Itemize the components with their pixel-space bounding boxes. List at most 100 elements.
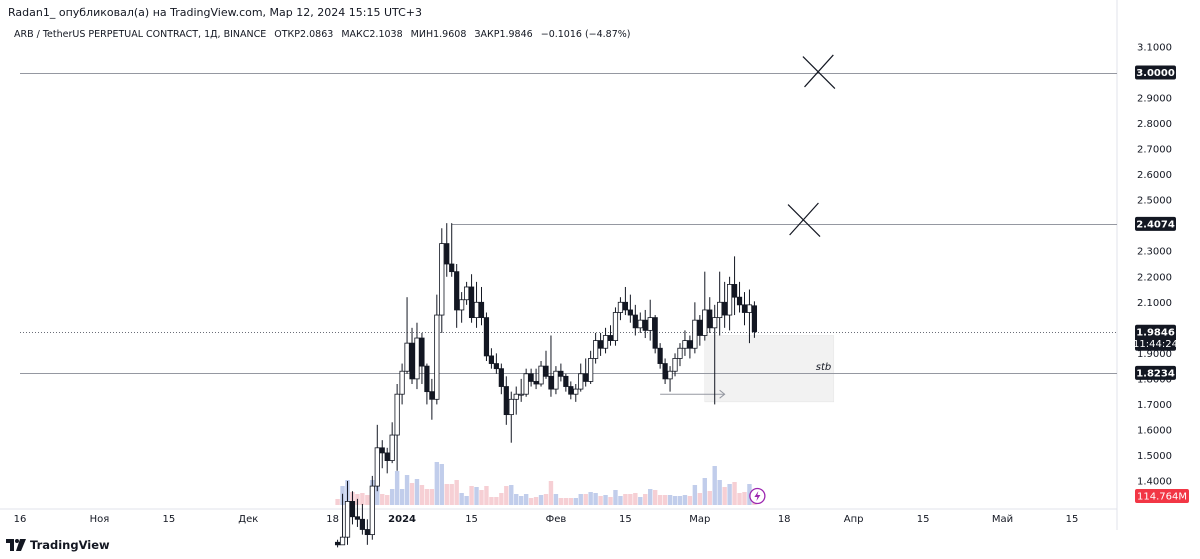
volume-bar xyxy=(409,483,415,505)
candle-body xyxy=(702,309,708,336)
volume-bar xyxy=(538,495,544,505)
y-tick-label: 2.5000 xyxy=(1137,196,1172,207)
volume-bar xyxy=(380,494,385,505)
volume-bar xyxy=(667,495,673,505)
candle-body xyxy=(593,340,599,359)
candle xyxy=(612,307,619,346)
candle xyxy=(717,271,723,336)
symbol-title[interactable]: ARB / TetherUS PERPETUAL CONTRACT, 1Д, B… xyxy=(14,29,267,40)
candle-body xyxy=(736,296,743,306)
x-tick-label: 18 xyxy=(326,514,339,525)
candle-body xyxy=(687,340,693,349)
x-tick-label: 15 xyxy=(619,514,632,525)
candle-body xyxy=(394,393,400,436)
candle xyxy=(622,286,628,316)
candle-body xyxy=(746,304,753,313)
volume-bar xyxy=(593,493,598,505)
candle-body xyxy=(642,319,648,331)
candle xyxy=(662,358,668,384)
candle-body xyxy=(354,516,361,520)
price-label-2-4074-bg xyxy=(1135,216,1176,231)
volume-label: 114.764M xyxy=(1137,492,1187,503)
volume-bar xyxy=(419,485,425,505)
candle xyxy=(602,327,609,354)
candle-body xyxy=(384,452,390,461)
volume-bar xyxy=(528,498,534,505)
legend-change: −0.1016 (−4.87%) xyxy=(540,29,631,40)
x-tick-label: Апр xyxy=(844,514,864,525)
candle xyxy=(498,363,504,395)
candle xyxy=(493,353,499,374)
candle-body xyxy=(389,434,395,461)
candle xyxy=(736,281,743,313)
volume-bar xyxy=(484,486,489,505)
candle xyxy=(657,343,663,369)
candle xyxy=(553,366,559,395)
candle xyxy=(439,228,445,333)
volume-bar xyxy=(682,495,688,505)
candle-body xyxy=(533,381,539,385)
volume-bar xyxy=(702,478,707,505)
publish-header: Radan1_ опубликовал(а) на TradingView.co… xyxy=(8,6,422,19)
candle xyxy=(369,475,375,540)
lightning-bolt-icon xyxy=(754,491,761,501)
candle xyxy=(563,373,569,392)
y-tick-label: 3.1000 xyxy=(1137,43,1172,54)
candle xyxy=(597,332,604,356)
tradingview-logo[interactable]: TradingView xyxy=(6,536,110,554)
candle-body xyxy=(488,355,495,364)
candle xyxy=(538,361,544,387)
candle xyxy=(468,274,475,323)
volume-bar xyxy=(657,495,663,505)
cross-mark-0 xyxy=(802,54,836,89)
volume-bar xyxy=(633,493,638,505)
volume-bar xyxy=(335,499,340,505)
last-price-label: 1.9846 xyxy=(1136,327,1175,338)
candle-body xyxy=(404,342,410,372)
volume-bar xyxy=(489,497,494,505)
candle-body xyxy=(399,370,405,395)
candle-body xyxy=(339,536,346,546)
volume-bar xyxy=(628,494,633,505)
candle xyxy=(533,368,539,390)
candle xyxy=(731,256,738,316)
volume-bar xyxy=(514,494,519,505)
candle-body xyxy=(617,301,624,313)
volume-bar xyxy=(623,494,628,505)
legend-high: МАКС2.1038 xyxy=(341,29,403,40)
volume-bar xyxy=(672,496,678,505)
volume-bar xyxy=(399,489,405,505)
volume-bar xyxy=(687,496,693,505)
legend-low: МИН1.9608 xyxy=(410,29,467,40)
candle xyxy=(364,519,370,545)
author-name[interactable]: Radan1_ xyxy=(8,6,56,19)
candle xyxy=(677,343,683,367)
candle-body xyxy=(632,314,638,329)
candle xyxy=(339,493,346,546)
candle-body xyxy=(444,243,450,265)
candle xyxy=(722,281,728,328)
candle-body xyxy=(652,317,658,349)
candle xyxy=(459,292,465,323)
candle-body xyxy=(588,358,594,382)
volume-bar xyxy=(454,480,459,505)
candle xyxy=(449,223,455,277)
candle-body xyxy=(548,375,554,390)
candle-body xyxy=(503,386,509,416)
candle-body xyxy=(558,370,564,377)
candle xyxy=(409,327,415,384)
candle-body xyxy=(622,301,628,311)
candle xyxy=(483,312,490,362)
published-info: опубликовал(а) на TradingView.com, Мар 1… xyxy=(58,6,422,19)
candle xyxy=(374,424,380,492)
x-tick-label: Май xyxy=(992,514,1013,525)
volume-bar xyxy=(652,490,658,505)
volume-bar xyxy=(712,466,717,505)
arrow-head-icon xyxy=(719,389,726,399)
candle-body xyxy=(344,501,351,538)
cross-mark-1 xyxy=(787,202,821,238)
x-tick-label: 2024 xyxy=(388,514,416,525)
candle-body xyxy=(424,365,430,393)
candle-body xyxy=(543,365,549,377)
